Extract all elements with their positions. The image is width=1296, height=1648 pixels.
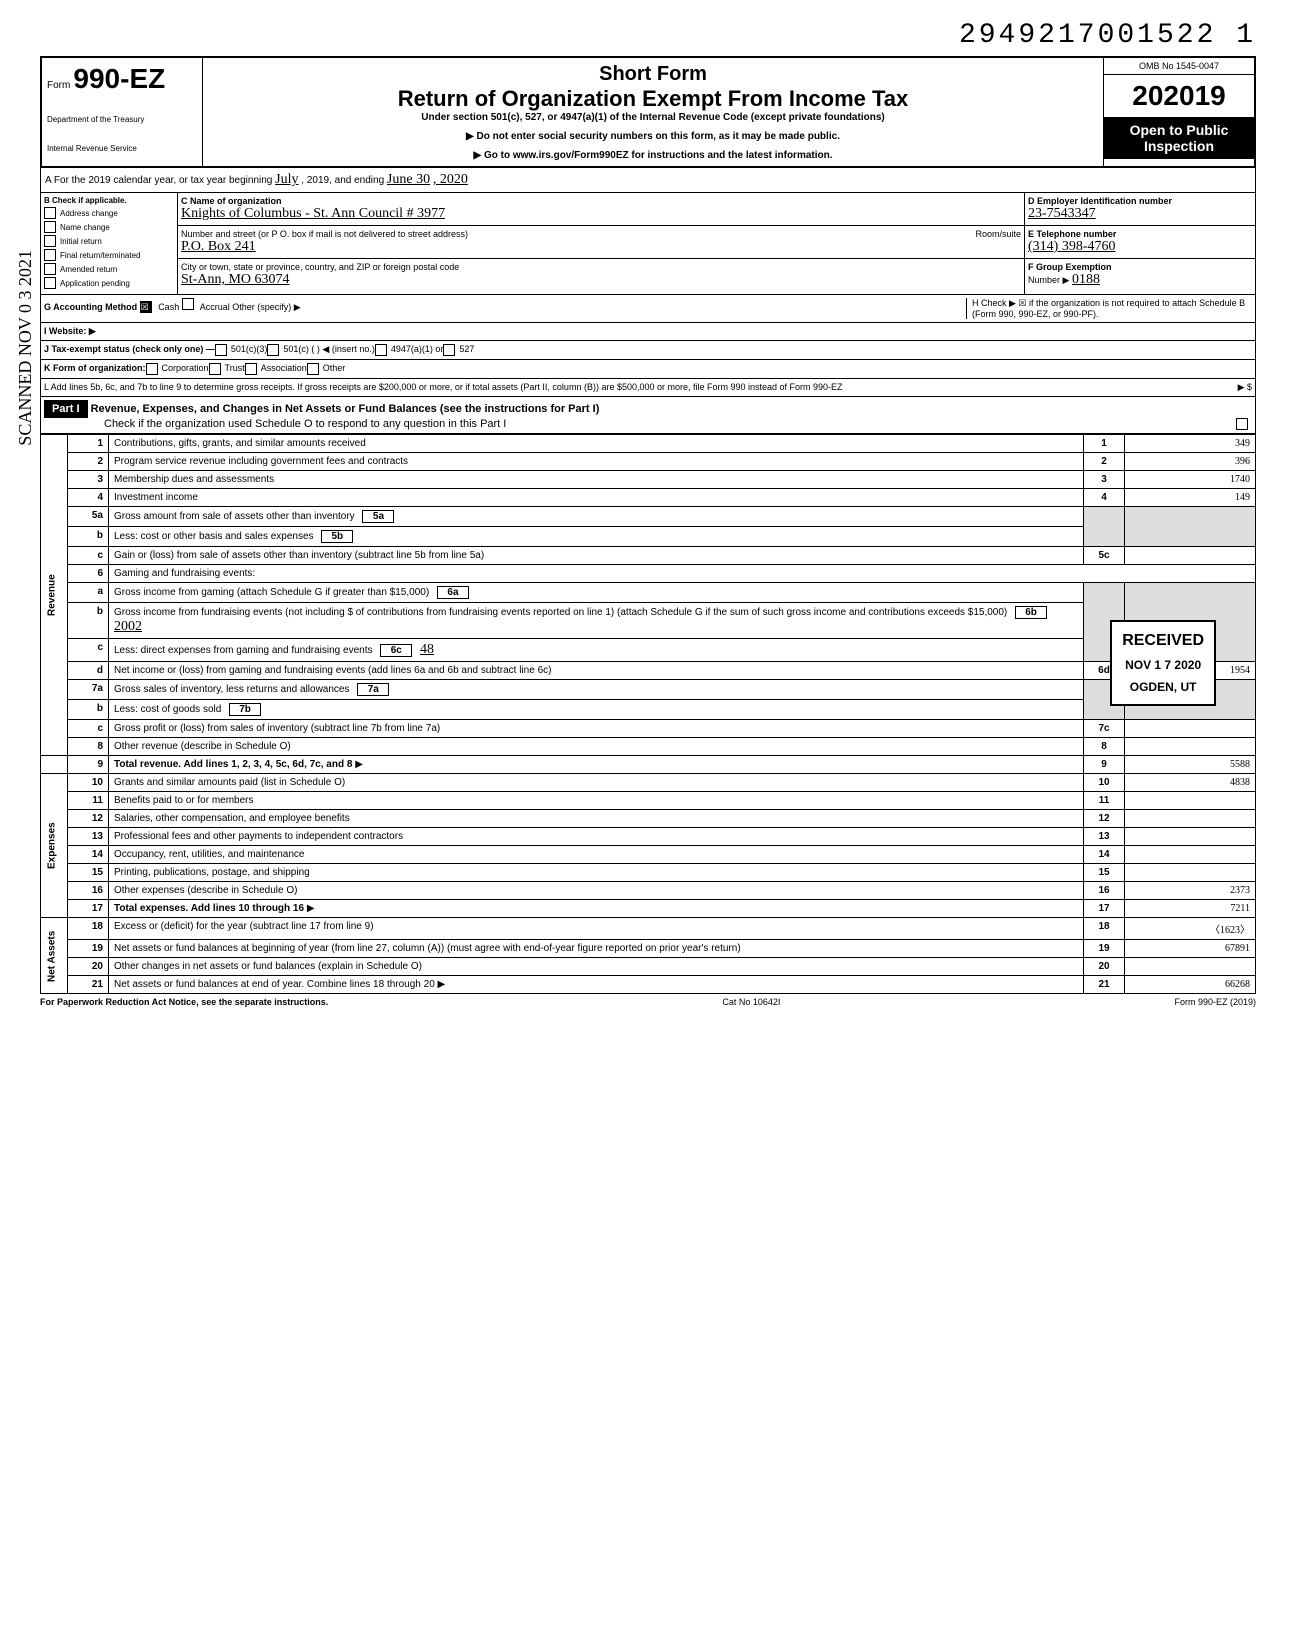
netassets-label: Net Assets <box>41 918 68 994</box>
entity-section: B Check if applicable. Address change Na… <box>40 193 1256 295</box>
f-label: F Group Exemption <box>1028 262 1112 272</box>
checkbox-name[interactable] <box>44 221 56 233</box>
part1-label: Part I <box>44 400 88 418</box>
checkbox-pending[interactable] <box>44 277 56 289</box>
instruction-url: ▶ Go to www.irs.gov/Form990EZ for instru… <box>208 150 1098 161</box>
form-prefix: Form <box>47 80 70 91</box>
j-label: J Tax-exempt status (check only one) — <box>44 344 215 356</box>
checkbox-4947[interactable] <box>375 344 387 356</box>
checkbox-initial[interactable] <box>44 235 56 247</box>
checkbox-schedule-o[interactable] <box>1236 418 1248 430</box>
open-public-1: Open to Public <box>1109 122 1249 138</box>
d-label: D Employer Identification number <box>1028 196 1172 206</box>
street-label: Number and street (or P O. box if mail i… <box>181 229 468 239</box>
org-name: Knights of Columbus - St. Ann Council # … <box>181 206 445 221</box>
tax-year: 202019 <box>1104 75 1254 117</box>
checkbox-corp[interactable] <box>146 363 158 375</box>
l-text: L Add lines 5b, 6c, and 7b to line 9 to … <box>44 382 843 393</box>
checkbox-accrual[interactable] <box>182 298 194 310</box>
i-label: I Website: ▶ <box>44 326 96 336</box>
checkbox-other[interactable] <box>307 363 319 375</box>
checkbox-527[interactable] <box>443 344 455 356</box>
g-label: G Accounting Method <box>44 302 137 312</box>
row-a: A For the 2019 calendar year, or tax yea… <box>40 168 1256 193</box>
h-label: H Check ▶ ☒ if the organization is not r… <box>966 298 1252 319</box>
form-header: Form 990-EZ Department of the Treasury I… <box>40 56 1256 168</box>
revenue-label: Revenue <box>41 435 68 756</box>
checkbox-address[interactable] <box>44 207 56 219</box>
dept-irs: Internal Revenue Service <box>47 144 197 153</box>
tax-begin: July <box>275 172 298 187</box>
short-form-label: Short Form <box>208 63 1098 86</box>
omb-number: OMB No 1545-0047 <box>1104 58 1254 75</box>
scanned-stamp: SCANNED NOV 0 3 2021 <box>15 250 36 446</box>
city: St-Ann, MO 63074 <box>181 272 290 287</box>
open-public-2: Inspection <box>1109 138 1249 154</box>
gen: 0188 <box>1072 272 1100 287</box>
return-title: Return of Organization Exempt From Incom… <box>208 86 1098 112</box>
form-number: 990-EZ <box>73 63 165 94</box>
phone: (314) 398-4760 <box>1028 239 1116 254</box>
e-label: E Telephone number <box>1028 229 1116 239</box>
part1-table: Revenue 1Contributions, gifts, grants, a… <box>40 434 1256 994</box>
city-label: City or town, state or province, country… <box>181 262 459 272</box>
footer-right: Form 990-EZ (2019) <box>1174 997 1256 1007</box>
part1-title: Revenue, Expenses, and Changes in Net As… <box>91 403 600 415</box>
part1-check: Check if the organization used Schedule … <box>104 418 506 430</box>
checkbox-final[interactable] <box>44 249 56 261</box>
footer-left: For Paperwork Reduction Act Notice, see … <box>40 997 328 1007</box>
footer-mid: Cat No 10642I <box>722 997 780 1007</box>
expenses-label: Expenses <box>41 774 68 918</box>
checkbox-trust[interactable] <box>209 363 221 375</box>
checkbox-assoc[interactable] <box>245 363 257 375</box>
b-label: B Check if applicable. <box>44 196 174 205</box>
checkbox-amended[interactable] <box>44 263 56 275</box>
received-stamp: RECEIVED NOV 1 7 2020 OGDEN, UT <box>1110 620 1216 706</box>
subtitle: Under section 501(c), 527, or 4947(a)(1)… <box>208 112 1098 123</box>
checkbox-501c3[interactable] <box>215 344 227 356</box>
c-label: C Name of organization <box>181 196 282 206</box>
footer: For Paperwork Reduction Act Notice, see … <box>40 994 1256 1007</box>
checkbox-501c[interactable] <box>267 344 279 356</box>
ein: 23-7543347 <box>1028 206 1096 221</box>
instruction-ssn: ▶ Do not enter social security numbers o… <box>208 131 1098 142</box>
dept-treasury: Department of the Treasury <box>47 115 197 124</box>
document-number: 2949217001522 1 <box>40 20 1256 51</box>
tax-end-month: June 30 <box>387 172 430 187</box>
street: P.O. Box 241 <box>181 239 256 254</box>
checkbox-cash[interactable]: ☒ <box>140 301 152 313</box>
k-label: K Form of organization: <box>44 363 146 375</box>
